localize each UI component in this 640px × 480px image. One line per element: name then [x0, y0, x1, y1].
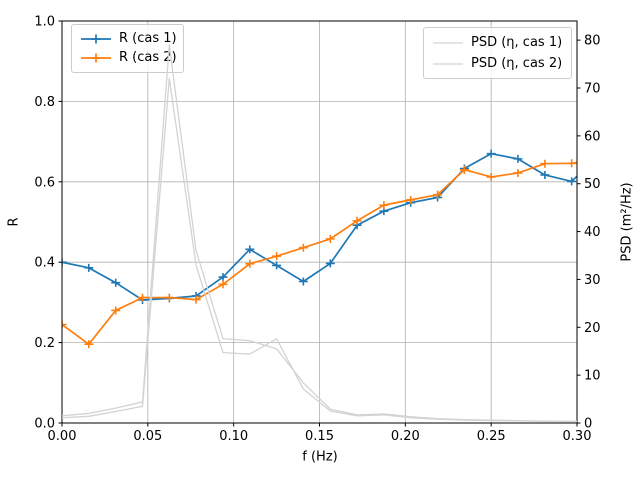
legend-line-sample-psd-cas1 [433, 41, 463, 44]
svg-text:30: 30 [584, 273, 601, 288]
legend-line-sample-psd-cas2 [433, 62, 463, 65]
svg-text:0.8: 0.8 [34, 95, 55, 110]
legend-entry-r-cas1: R (cas 1) [80, 30, 177, 47]
legend-r: R (cas 1) R (cas 2) [71, 24, 184, 73]
tick-labels: 0.00 0.05 0.10 0.15 0.20 0.25 0.30 0.0 0.2 0.4 0.6… [34, 15, 600, 445]
svg-text:0.05: 0.05 [133, 429, 162, 444]
svg-text:0.10: 0.10 [219, 429, 248, 444]
svg-text:0.0: 0.0 [34, 417, 55, 432]
svg-text:0.2: 0.2 [34, 336, 55, 351]
svg-text:40: 40 [584, 225, 601, 240]
legend-label-psd-cas2: PSD (η, cas 2) [471, 55, 563, 71]
svg-text:1.0: 1.0 [34, 15, 55, 30]
x-axis-label: f (Hz) [302, 449, 338, 465]
svg-text:70: 70 [584, 82, 601, 97]
svg-text:0.20: 0.20 [391, 429, 420, 444]
legend-entry-psd-cas2: PSD (η, cas 2) [432, 56, 563, 72]
svg-text:80: 80 [584, 34, 601, 49]
svg-text:0: 0 [584, 417, 592, 432]
legend-line-sample-r-cas2 [81, 53, 111, 63]
psd-series-lines [62, 44, 577, 423]
svg-text:60: 60 [584, 129, 601, 144]
legend-psd: PSD (η, cas 1) PSD (η, cas 2) [423, 27, 572, 79]
legend-line-sample-r-cas1 [81, 34, 111, 44]
svg-text:20: 20 [584, 321, 601, 336]
legend-label-psd-cas1: PSD (η, cas 1) [471, 34, 563, 50]
legend-entry-psd-cas1: PSD (η, cas 1) [432, 35, 563, 51]
svg-text:0.4: 0.4 [34, 256, 55, 271]
svg-text:0.25: 0.25 [477, 429, 506, 444]
legend-label-r-cas1: R (cas 1) [119, 30, 177, 46]
svg-text:0.00: 0.00 [48, 429, 77, 444]
svg-text:10: 10 [584, 369, 601, 384]
svg-text:0.6: 0.6 [34, 175, 55, 190]
legend-entry-r-cas2: R (cas 2) [80, 50, 177, 66]
tick-marks [58, 20, 581, 427]
svg-text:50: 50 [584, 177, 601, 192]
svg-text:0.15: 0.15 [305, 429, 334, 444]
svg-text:0.30: 0.30 [563, 429, 592, 444]
legend-label-r-cas2: R (cas 2) [119, 50, 177, 66]
